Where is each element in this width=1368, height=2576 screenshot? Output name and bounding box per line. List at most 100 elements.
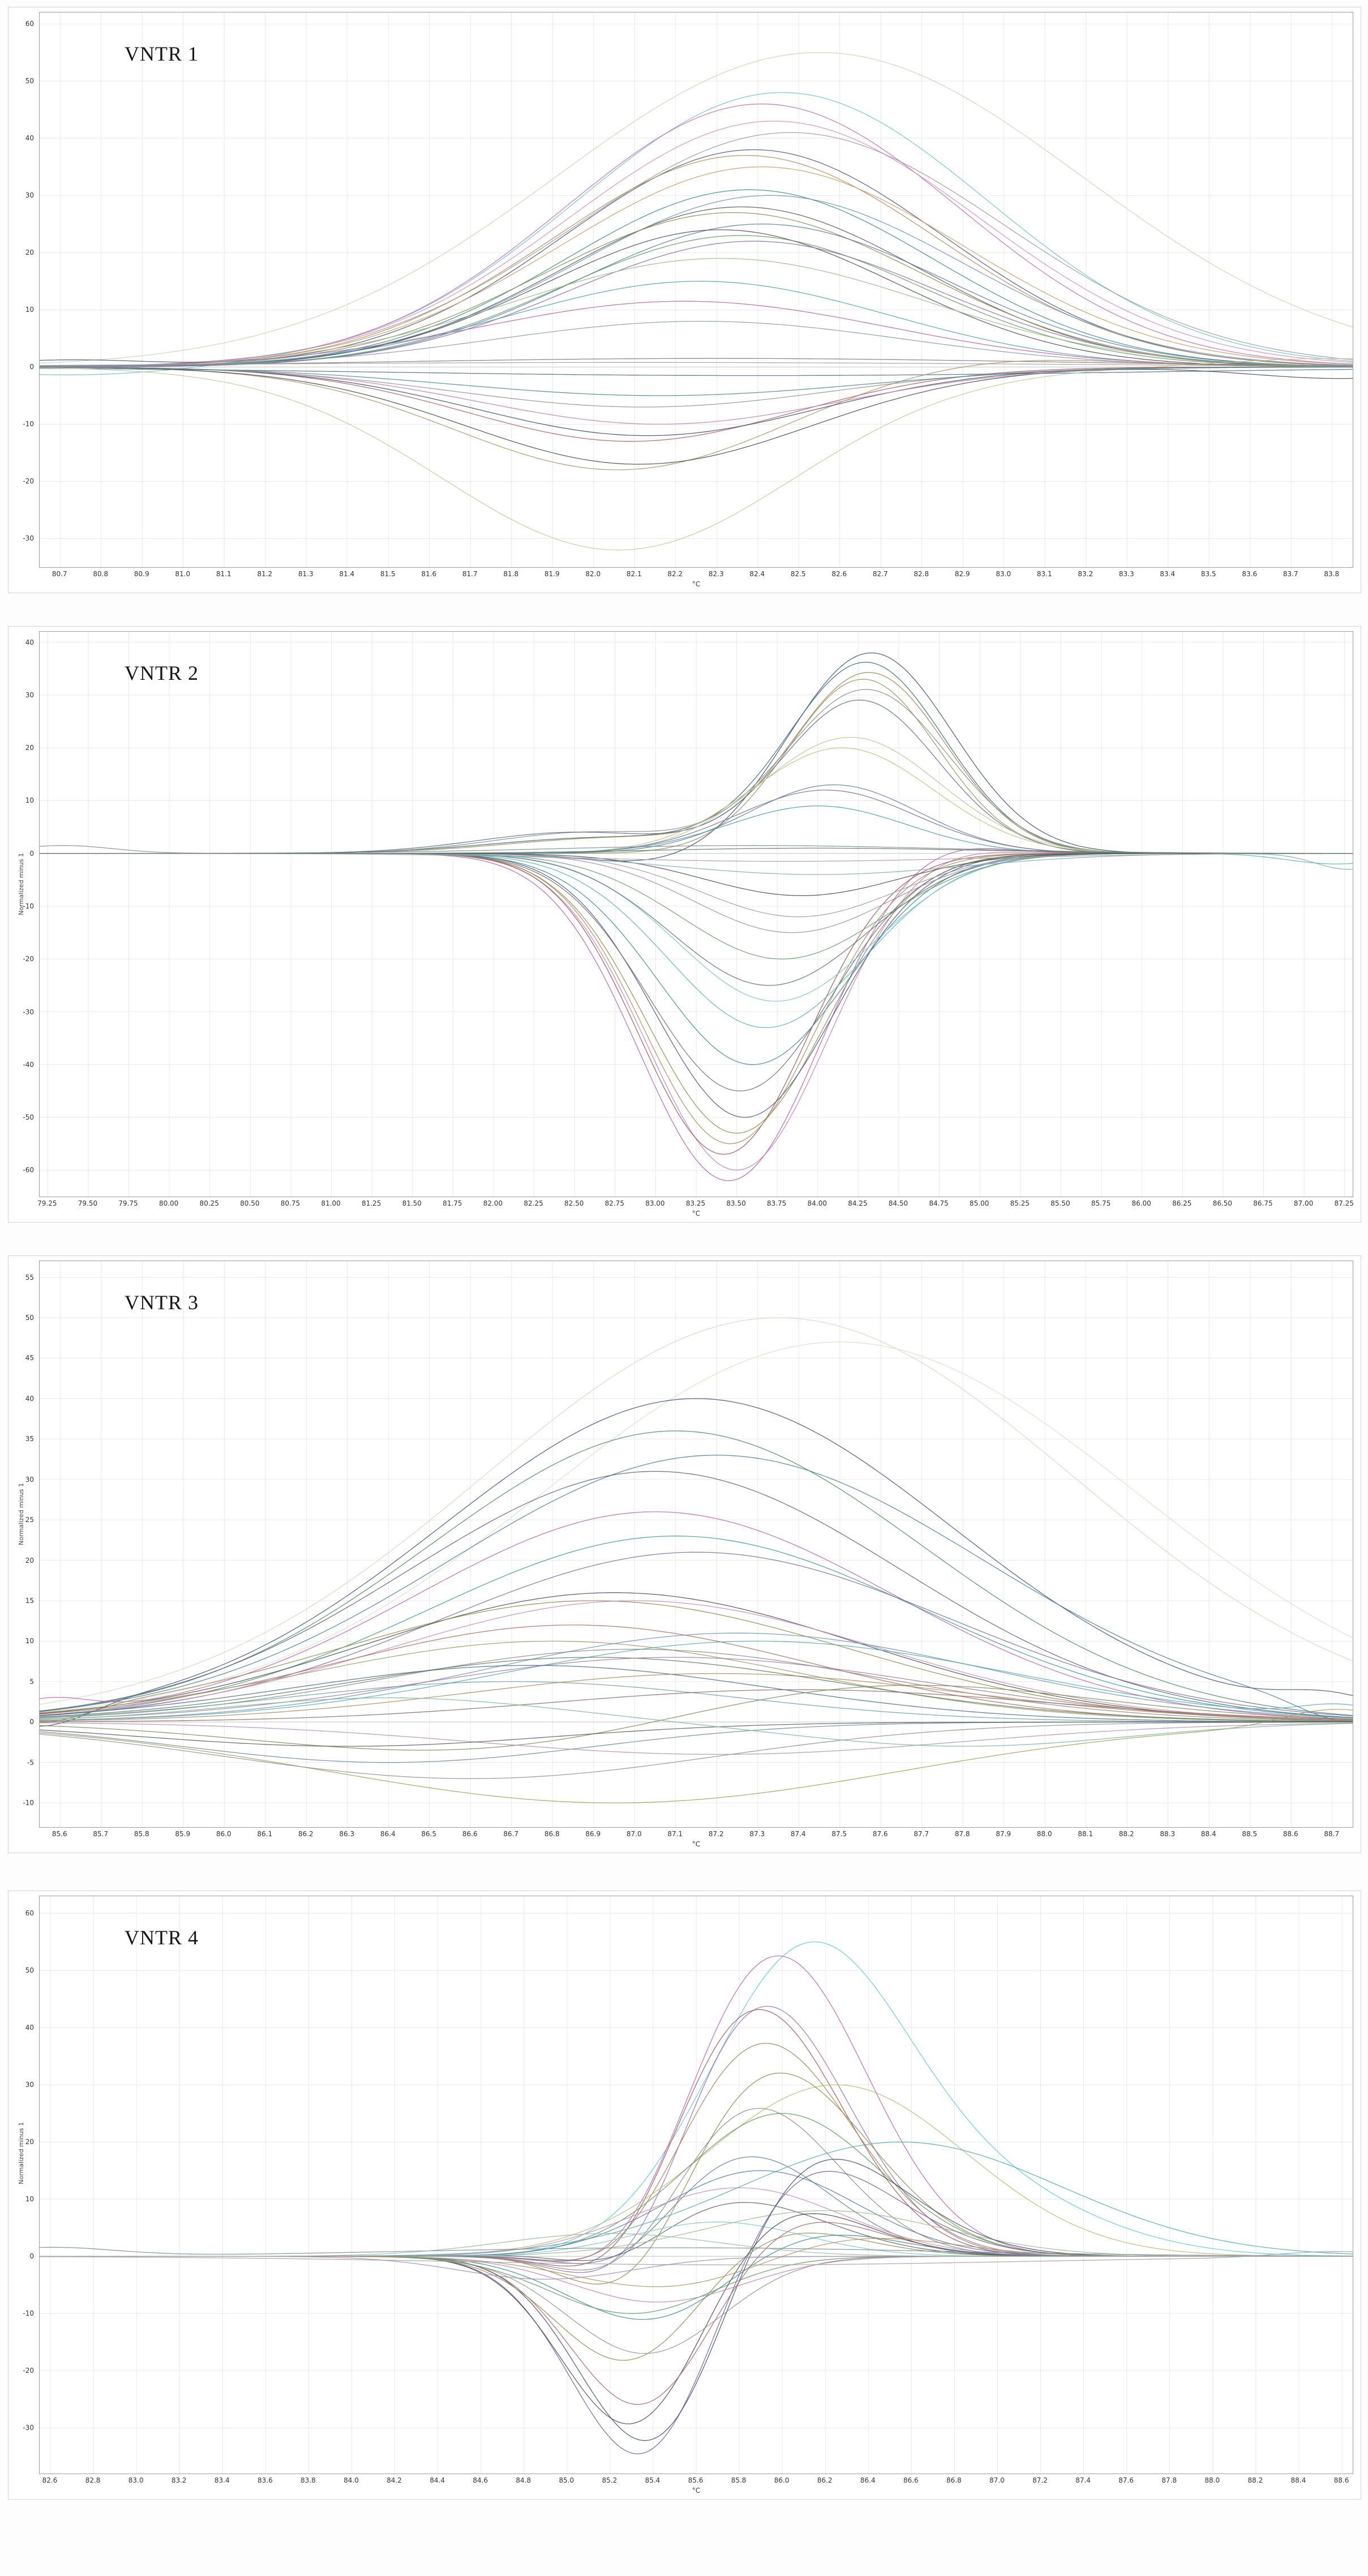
melt-curve <box>40 301 1353 367</box>
x-tick-label: 85.7 <box>93 1830 109 1838</box>
y-tick-label: 55 <box>25 1273 34 1281</box>
melt-curve <box>40 1592 1353 1721</box>
x-tick-label: 83.1 <box>1036 570 1052 578</box>
plot-area: VNTR 4 60 50 40 30 20 10 0 -10 -20 -30 <box>23 1896 1353 2474</box>
x-tick-label: 86.00 <box>1131 1199 1151 1207</box>
x-tick-label: 87.00 <box>1293 1199 1314 1207</box>
melt-curve <box>40 1721 1353 1747</box>
x-tick-label: 86.4 <box>860 2476 876 2484</box>
melt-curve <box>40 224 1353 367</box>
x-tick-label: 88.0 <box>1204 2476 1220 2484</box>
plot-area: VNTR 3 55 50 45 40 35 30 25 20 15 10 5 0 -5 -10 <box>23 1261 1353 1828</box>
x-tick-label: 85.6 <box>688 2476 704 2484</box>
x-tick-label: 87.5 <box>831 1830 847 1838</box>
x-tick-label: 83.50 <box>726 1199 746 1207</box>
vntr3-chart-panel: Normalized minus 1 VNTR 3 55 50 45 40 35 30 25… <box>8 1255 1361 1853</box>
x-tick-label: 87.2 <box>708 1830 724 1838</box>
x-tick-label: 87.0 <box>989 2476 1005 2484</box>
y-tick-label: 20 <box>25 248 34 257</box>
x-tick-label: 84.0 <box>344 2476 359 2484</box>
x-tick-label: 83.4 <box>1160 570 1176 578</box>
x-tick-label: 82.9 <box>954 570 970 578</box>
melt-curve <box>40 1632 1353 1721</box>
y-tick-label: 30 <box>25 2081 34 2089</box>
grid-lines <box>40 12 1353 567</box>
melt-curve <box>40 1511 1353 1720</box>
melt-curve <box>40 92 1353 375</box>
y-tick-label: -5 <box>27 1758 34 1767</box>
x-tick-label: 83.8 <box>301 2476 316 2484</box>
x-tick-label: 87.6 <box>1118 2476 1134 2484</box>
melt-curve <box>40 1398 1353 1727</box>
melt-curve <box>40 212 1353 367</box>
x-tick-label: 86.1 <box>257 1830 273 1838</box>
y-tick-label: 60 <box>25 20 34 28</box>
curves-svg <box>40 1261 1353 1827</box>
x-tick-label: 86.0 <box>774 2476 790 2484</box>
y-tick-label: 40 <box>25 2024 34 2032</box>
y-tick-labels: 60 50 40 30 20 10 0 -10 -20 -30 <box>14 12 37 567</box>
melt-curve <box>40 1430 1353 1716</box>
y-tick-label: 20 <box>25 1556 34 1565</box>
x-tick-labels: 85.6 85.7 85.8 85.9 86.0 86.1 86.2 86.3 86.4 86.5… <box>39 1828 1353 1840</box>
x-tick-label: 80.00 <box>158 1199 179 1207</box>
melt-curve <box>40 2247 1353 2257</box>
y-tick-label: -10 <box>23 420 34 428</box>
melt-curve <box>40 1600 1353 1721</box>
melt-curve <box>40 368 1353 376</box>
y-tick-label: 15 <box>25 1597 34 1605</box>
x-tick-label: 87.9 <box>996 1830 1011 1838</box>
x-tick-label: 80.25 <box>199 1199 219 1207</box>
y-tick-label: -60 <box>23 1166 34 1175</box>
x-tick-label: 88.5 <box>1242 1830 1258 1838</box>
x-tick-label: 83.4 <box>214 2476 230 2484</box>
x-tick-label: 88.2 <box>1247 2476 1263 2484</box>
y-tick-label: 10 <box>25 306 34 314</box>
x-tick-label: 81.50 <box>402 1199 422 1207</box>
x-tick-label: 81.1 <box>216 570 231 578</box>
vntr1-chart-panel: VNTR 1 60 50 40 30 20 10 0 -10 -20 -30 80.7 80.8 80… <box>8 7 1361 593</box>
x-tick-label: 86.7 <box>503 1830 519 1838</box>
melt-curve <box>40 2233 1353 2257</box>
x-tick-label: 83.6 <box>1242 570 1258 578</box>
y-tick-label: 20 <box>25 2138 34 2146</box>
y-tick-label: 40 <box>25 134 34 143</box>
melt-curve <box>40 847 1353 854</box>
y-tick-label: -20 <box>23 2367 34 2375</box>
x-tick-label: 82.3 <box>708 570 724 578</box>
melt-curve <box>40 1657 1353 1722</box>
x-tick-label: 85.2 <box>602 2476 617 2484</box>
x-tick-label: 86.9 <box>585 1830 601 1838</box>
y-tick-label: -40 <box>23 1060 34 1069</box>
x-tick-label: 80.9 <box>134 570 149 578</box>
y-tick-label: 60 <box>25 1909 34 1918</box>
x-tick-label: 86.3 <box>339 1830 355 1838</box>
x-tick-label: 84.4 <box>430 2476 445 2484</box>
x-tick-label: 86.8 <box>544 1830 560 1838</box>
x-tick-label: 82.5 <box>790 570 806 578</box>
x-tick-label: 82.50 <box>564 1199 584 1207</box>
y-tick-label: 30 <box>25 1475 34 1484</box>
x-tick-label: 85.8 <box>731 2476 747 2484</box>
x-tick-label: 86.75 <box>1253 1199 1273 1207</box>
y-tick-label: 10 <box>25 796 34 805</box>
x-tick-label: 84.2 <box>387 2476 402 2484</box>
y-tick-label: 5 <box>29 1677 34 1686</box>
melt-curve <box>40 367 1353 465</box>
y-tick-label: 35 <box>25 1435 34 1443</box>
x-tick-label: 83.5 <box>1200 570 1216 578</box>
y-tick-label: 50 <box>25 77 34 85</box>
x-tick-label: 88.3 <box>1160 1830 1176 1838</box>
y-tick-labels: 55 50 45 40 35 30 25 20 15 10 5 0 -5 -10 <box>14 1261 37 1827</box>
melt-curve <box>40 366 1353 396</box>
x-tick-label: 83.7 <box>1283 570 1298 578</box>
x-tick-label: 80.8 <box>93 570 109 578</box>
x-tick-label: 79.25 <box>37 1199 57 1207</box>
melt-curve <box>40 103 1353 367</box>
x-tick-label: 82.75 <box>604 1199 624 1207</box>
x-axis-title: °C <box>692 580 701 588</box>
x-tick-label: 82.8 <box>85 2476 101 2484</box>
x-tick-label: 84.75 <box>929 1199 949 1207</box>
melt-curve <box>40 366 1353 408</box>
y-tick-label: 30 <box>25 691 34 699</box>
